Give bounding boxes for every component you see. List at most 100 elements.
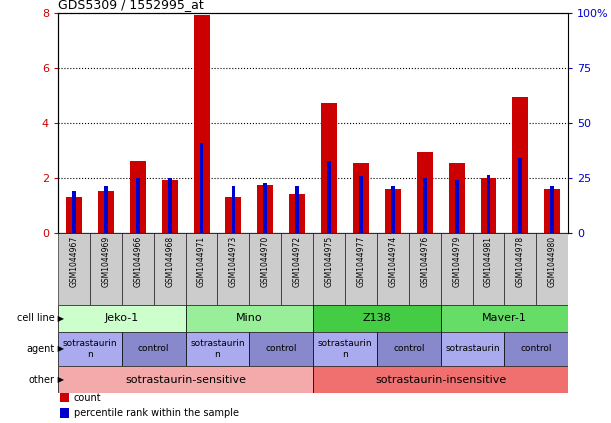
Bar	[327, 161, 331, 233]
Text: GSM1044969: GSM1044969	[101, 236, 111, 288]
Text: GSM1044976: GSM1044976	[420, 236, 430, 288]
Bar	[257, 184, 273, 233]
Text: GSM1044980: GSM1044980	[548, 236, 557, 287]
Bar	[225, 197, 241, 233]
Bar	[186, 332, 249, 366]
Bar	[122, 233, 154, 305]
Bar	[263, 183, 267, 233]
Text: GSM1044978: GSM1044978	[516, 236, 525, 287]
Bar	[441, 332, 505, 366]
Bar	[313, 305, 441, 332]
Bar	[58, 332, 122, 366]
Bar	[295, 186, 299, 233]
Text: GSM1044975: GSM1044975	[324, 236, 334, 288]
Bar	[513, 96, 529, 233]
Text: control: control	[138, 344, 169, 354]
Bar	[122, 332, 186, 366]
Bar	[136, 178, 140, 233]
Text: Jeko-1: Jeko-1	[104, 313, 139, 323]
Bar	[313, 366, 568, 393]
Bar	[377, 332, 441, 366]
Bar	[58, 233, 90, 305]
Text: GSM1044973: GSM1044973	[229, 236, 238, 288]
Text: ▶: ▶	[55, 314, 64, 323]
Text: cell line: cell line	[17, 313, 55, 323]
Text: sotrastaurin
n: sotrastaurin n	[318, 339, 372, 359]
Bar	[313, 233, 345, 305]
Text: GSM1044970: GSM1044970	[261, 236, 270, 288]
Bar	[130, 161, 146, 233]
Bar	[455, 181, 458, 233]
Bar	[281, 233, 313, 305]
Bar	[423, 178, 426, 233]
Bar	[409, 233, 441, 305]
Text: GSM1044968: GSM1044968	[165, 236, 174, 287]
Text: control: control	[521, 344, 552, 354]
Text: ▶: ▶	[55, 344, 64, 354]
Bar	[98, 191, 114, 233]
Text: Z138: Z138	[362, 313, 391, 323]
Bar	[194, 16, 210, 233]
Bar	[154, 233, 186, 305]
Bar	[249, 233, 281, 305]
Text: count: count	[74, 393, 101, 403]
Bar	[60, 393, 69, 402]
Bar	[58, 366, 313, 393]
Bar	[289, 194, 305, 233]
Text: GSM1044967: GSM1044967	[70, 236, 78, 288]
Bar	[551, 186, 554, 233]
Bar	[359, 176, 363, 233]
Bar	[186, 233, 218, 305]
Text: GSM1044974: GSM1044974	[389, 236, 397, 288]
Text: control: control	[393, 344, 425, 354]
Bar	[200, 143, 203, 233]
Text: sotrastaurin: sotrastaurin	[445, 344, 500, 354]
Text: GSM1044972: GSM1044972	[293, 236, 302, 287]
Text: sotrastaurin
n: sotrastaurin n	[62, 339, 117, 359]
Bar	[186, 305, 313, 332]
Bar	[353, 162, 369, 233]
Bar	[505, 332, 568, 366]
Bar	[72, 191, 76, 233]
Bar	[480, 178, 497, 233]
Bar	[472, 233, 505, 305]
Bar	[66, 197, 82, 233]
Bar	[519, 158, 522, 233]
Text: control: control	[266, 344, 297, 354]
Text: percentile rank within the sample: percentile rank within the sample	[74, 408, 239, 418]
Text: sotrastaurin-insensitive: sotrastaurin-insensitive	[375, 375, 507, 385]
Bar	[60, 408, 69, 418]
Bar	[441, 305, 568, 332]
Bar	[218, 233, 249, 305]
Text: GDS5309 / 1552995_at: GDS5309 / 1552995_at	[58, 0, 204, 11]
Bar	[345, 233, 377, 305]
Bar	[249, 332, 313, 366]
Bar	[536, 233, 568, 305]
Bar	[313, 332, 377, 366]
Bar	[58, 305, 186, 332]
Bar	[486, 175, 491, 233]
Bar	[448, 162, 464, 233]
Bar	[162, 181, 178, 233]
Bar	[417, 151, 433, 233]
Text: GSM1044981: GSM1044981	[484, 236, 493, 287]
Bar	[441, 233, 472, 305]
Bar	[90, 233, 122, 305]
Bar	[377, 233, 409, 305]
Text: sotrastaurin
n: sotrastaurin n	[190, 339, 245, 359]
Text: other: other	[29, 375, 55, 385]
Text: ▶: ▶	[55, 375, 64, 384]
Text: agent: agent	[27, 344, 55, 354]
Text: GSM1044966: GSM1044966	[133, 236, 142, 288]
Bar	[232, 186, 235, 233]
Bar	[321, 104, 337, 233]
Text: sotrastaurin-sensitive: sotrastaurin-sensitive	[125, 375, 246, 385]
Bar	[168, 178, 172, 233]
Bar	[104, 186, 108, 233]
Text: Mino: Mino	[236, 313, 263, 323]
Bar	[544, 189, 560, 233]
Bar	[505, 233, 536, 305]
Text: GSM1044977: GSM1044977	[356, 236, 365, 288]
Text: Maver-1: Maver-1	[482, 313, 527, 323]
Bar	[385, 189, 401, 233]
